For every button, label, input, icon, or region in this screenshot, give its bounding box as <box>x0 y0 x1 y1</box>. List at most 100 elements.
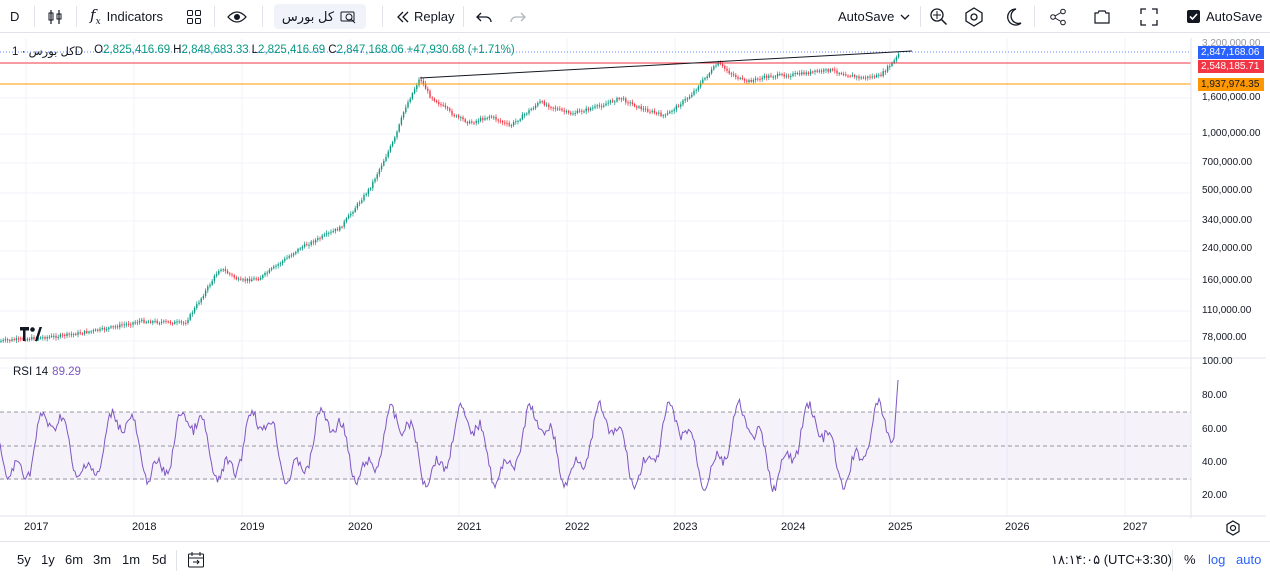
replay-button[interactable]: Replay <box>396 0 454 33</box>
candle-body <box>169 321 172 324</box>
candle-body <box>244 279 246 281</box>
gear-icon[interactable] <box>1225 520 1241 541</box>
eye-icon[interactable] <box>227 0 247 33</box>
toolbar-divider <box>382 6 383 27</box>
range-6m[interactable]: 6m <box>65 552 84 567</box>
share-icon[interactable] <box>1049 0 1067 33</box>
candle-body <box>889 66 891 68</box>
candle-body <box>187 319 189 323</box>
candle-body <box>611 100 614 102</box>
price-label: 500,000.00 <box>1202 185 1253 196</box>
candle-body <box>328 232 330 234</box>
candle-body <box>882 71 884 77</box>
candle-body <box>816 70 818 72</box>
time-label: 2017 <box>24 521 49 533</box>
candle-body <box>838 73 840 75</box>
candle-body <box>576 110 579 113</box>
range-3m[interactable]: 3m <box>93 552 112 567</box>
candle-body <box>176 321 178 323</box>
candle-body <box>253 278 255 280</box>
candle-body <box>809 71 812 75</box>
price-chart[interactable] <box>0 38 1266 538</box>
snapshot-icon[interactable] <box>1093 0 1111 33</box>
search-icon <box>340 11 356 23</box>
candle-body <box>123 324 125 326</box>
auto-toggle[interactable]: auto <box>1236 552 1262 567</box>
candle-body <box>567 111 570 113</box>
candle-body <box>68 333 70 335</box>
candle-body <box>675 105 678 110</box>
autosave-checkbox[interactable]: AutoSave <box>1187 0 1262 33</box>
ohlc-high: H2,848,683.33 <box>173 44 248 58</box>
percent-toggle[interactable]: % <box>1184 552 1196 567</box>
candle-body <box>770 75 772 77</box>
candle-body <box>748 79 750 83</box>
candles-icon[interactable] <box>46 0 64 33</box>
price-label: 160,000.00 <box>1202 275 1253 286</box>
candle-body <box>627 102 629 104</box>
candle-body <box>807 72 810 75</box>
indicators-button[interactable]: fx Indicators <box>90 0 163 33</box>
symbol-search-button[interactable]: کل بورس <box>274 4 366 29</box>
range-1y[interactable]: 1y <box>41 552 55 567</box>
redo-icon[interactable] <box>510 0 526 33</box>
candle-body <box>160 321 163 323</box>
candle-body <box>526 113 528 115</box>
tradingview-logo-icon[interactable] <box>14 320 48 348</box>
candle-body <box>81 333 84 335</box>
candle-body <box>341 226 343 228</box>
candle-body <box>354 208 356 213</box>
candle-body <box>121 324 123 326</box>
candle-body <box>497 119 499 121</box>
candle-body <box>20 338 22 340</box>
candle-body <box>858 76 860 79</box>
time-label: 2026 <box>1005 521 1030 533</box>
candle-body <box>570 112 572 115</box>
time-label: 2027 <box>1123 521 1148 533</box>
range-1m[interactable]: 1m <box>122 552 141 567</box>
candle-body <box>651 110 653 112</box>
rsi-line <box>0 379 899 492</box>
quick-search-icon[interactable] <box>929 0 949 33</box>
fullscreen-icon[interactable] <box>1140 0 1158 33</box>
candle-body <box>752 79 755 82</box>
templates-icon[interactable] <box>186 0 202 33</box>
candle-body <box>336 229 339 231</box>
candle-body <box>664 114 667 116</box>
interval-button[interactable]: D <box>10 0 19 33</box>
toolbar-divider <box>176 550 177 571</box>
settings-icon[interactable] <box>964 0 984 33</box>
candle-body <box>61 334 64 336</box>
candle-body <box>834 69 836 71</box>
undo-icon[interactable] <box>476 0 492 33</box>
candle-body <box>198 302 200 305</box>
toolbar-divider <box>76 6 77 27</box>
candle-body <box>596 105 598 107</box>
goto-date-icon[interactable] <box>187 542 205 577</box>
clock-display[interactable]: ۱۸:۱۴:۰۵ (UTC+3:30) <box>1051 551 1172 567</box>
candle-body <box>636 106 638 108</box>
autosave-dropdown[interactable]: AutoSave <box>838 0 910 33</box>
candle-body <box>603 105 605 107</box>
candle-body <box>581 110 583 112</box>
candle-body <box>165 320 167 322</box>
log-toggle[interactable]: log <box>1208 552 1226 567</box>
range-5d[interactable]: 5d <box>152 552 167 567</box>
range-5y[interactable]: 5y <box>17 552 31 567</box>
time-label: 2023 <box>673 521 698 533</box>
candle-body <box>653 110 656 113</box>
candle-body <box>453 114 455 117</box>
price-label: 700,000.00 <box>1202 157 1253 168</box>
candle-body <box>306 244 308 246</box>
candle-body <box>842 73 845 75</box>
candle-body <box>389 146 392 152</box>
candle-body <box>556 108 559 110</box>
candle-body <box>779 73 781 75</box>
moon-icon[interactable] <box>1006 0 1022 33</box>
candle-body <box>638 106 640 108</box>
ohlc-close-value: 2,847,168.06 <box>336 44 404 56</box>
candle-body <box>561 108 563 111</box>
candle-body <box>275 265 277 267</box>
candle-body <box>356 203 359 209</box>
rsi-scale-label: 80.00 <box>1202 390 1228 401</box>
